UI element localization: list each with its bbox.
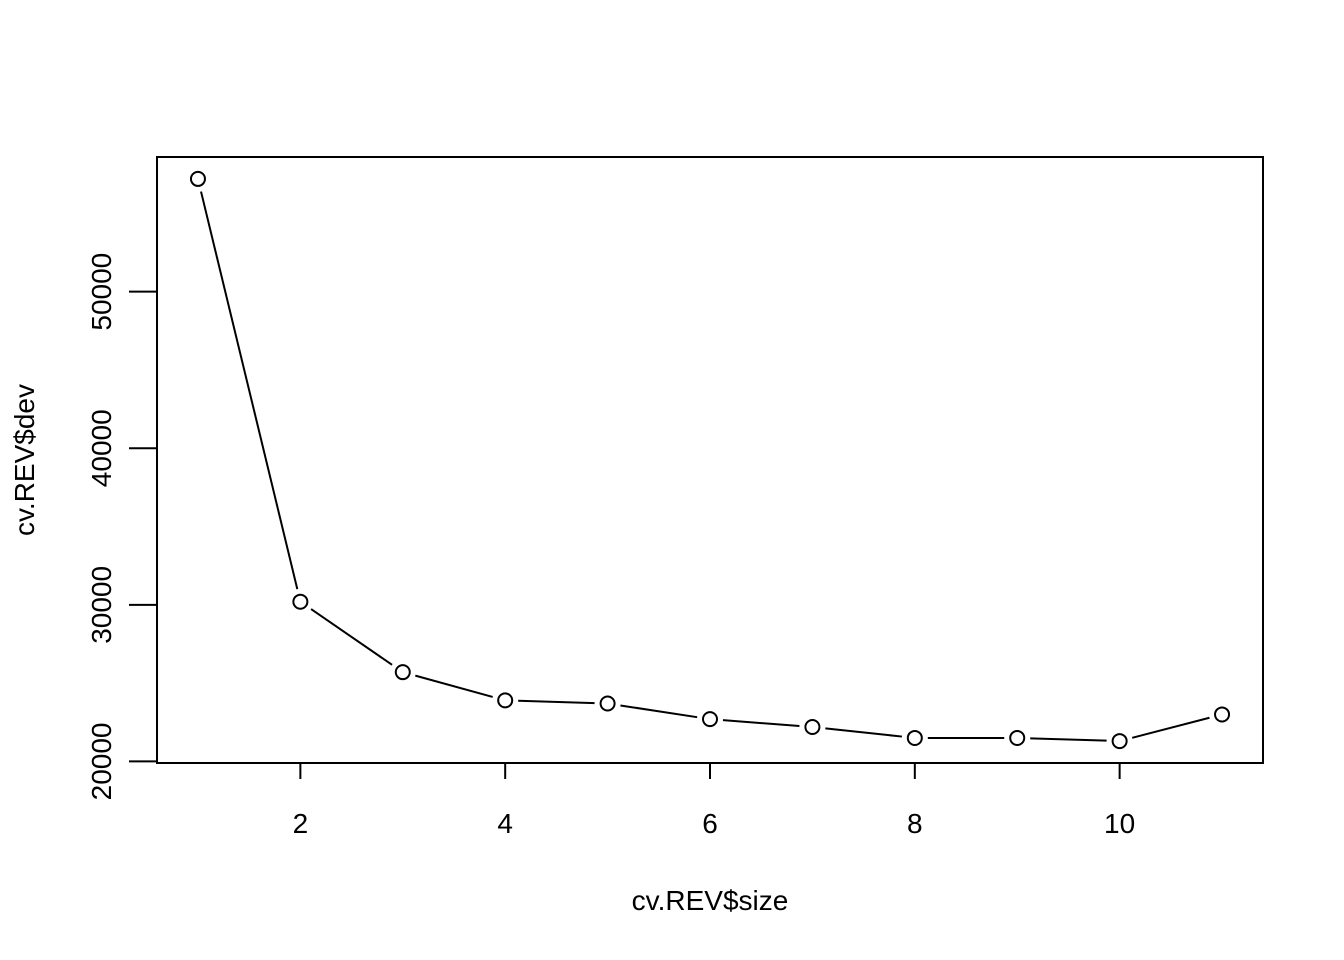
series-segment bbox=[1030, 737, 1107, 742]
y-axis: 20000 30000 40000 50000 bbox=[86, 253, 158, 800]
series-segment bbox=[1131, 716, 1210, 739]
x-tick-label: 8 bbox=[907, 808, 923, 839]
series-segment bbox=[415, 674, 493, 698]
y-tick-label: 50000 bbox=[86, 253, 117, 331]
data-point bbox=[497, 692, 514, 709]
plot-frame bbox=[156, 156, 1264, 764]
y-tick-label: 30000 bbox=[86, 566, 117, 644]
data-point bbox=[702, 711, 718, 728]
x-axis: 2 4 6 8 10 bbox=[293, 762, 1135, 839]
series-segment bbox=[722, 719, 800, 727]
x-tick-label: 4 bbox=[497, 808, 513, 839]
x-tick-label: 10 bbox=[1104, 808, 1135, 839]
data-point bbox=[189, 170, 206, 187]
series-segment bbox=[620, 704, 698, 719]
data-point bbox=[1111, 733, 1128, 750]
data-point bbox=[906, 729, 923, 746]
y-tick-label: 40000 bbox=[86, 409, 117, 487]
series-segment bbox=[825, 727, 902, 738]
data-point bbox=[394, 664, 411, 681]
data-point bbox=[599, 695, 616, 712]
x-tick-label: 2 bbox=[293, 808, 309, 839]
series-segment bbox=[310, 608, 393, 666]
series-segment bbox=[200, 191, 299, 590]
data-point bbox=[804, 718, 821, 735]
data-point bbox=[292, 593, 309, 610]
y-axis-label: cv.REV$dev bbox=[9, 384, 40, 536]
x-tick-label: 6 bbox=[702, 808, 718, 839]
data-point bbox=[1214, 706, 1231, 723]
y-tick-label: 20000 bbox=[86, 722, 117, 800]
data-point bbox=[1009, 729, 1026, 746]
series-line bbox=[189, 170, 1231, 750]
series-segment bbox=[518, 699, 595, 705]
x-axis-label: cv.REV$size bbox=[632, 885, 789, 916]
